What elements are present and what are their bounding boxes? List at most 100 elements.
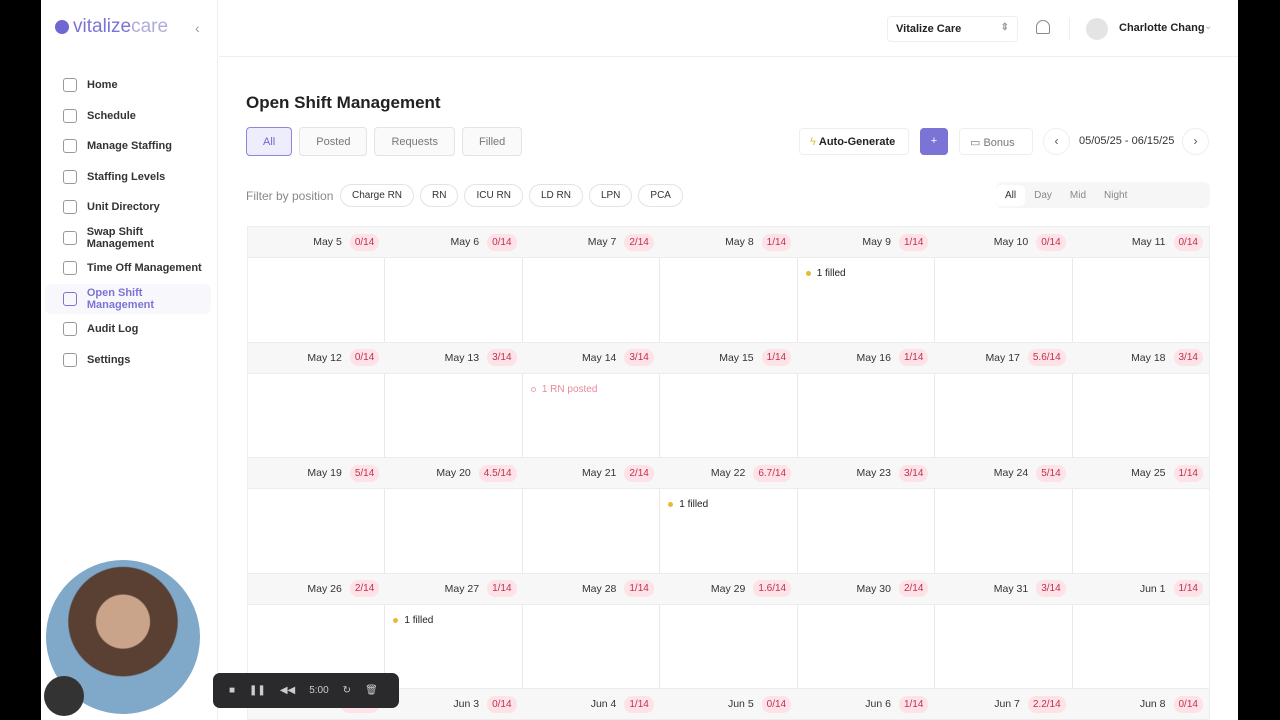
day-cell[interactable]: 1 filled (385, 604, 523, 688)
day-cell[interactable] (798, 373, 936, 457)
week-row: May 26 2/14 May 27 1/14 May 28 1/14 May 29 1.6/… (247, 572, 1210, 689)
day-cell[interactable] (935, 258, 1073, 342)
sidebar-item-open-shift-management[interactable]: Open Shift Management (45, 283, 211, 314)
add-shift-button[interactable]: + (920, 128, 948, 155)
day-cell[interactable]: 1 filled (660, 489, 798, 573)
day-date: Jun 4 (590, 698, 617, 710)
position-chip-icu-rn[interactable]: ICU RN (464, 184, 523, 207)
day-cell[interactable] (248, 258, 386, 342)
day-date: Jun 6 (865, 698, 891, 710)
sidebar-item-settings[interactable]: Settings (45, 345, 211, 376)
coverage-badge: 0/14 (1173, 233, 1203, 251)
day-cell[interactable] (660, 373, 798, 457)
stop-icon[interactable]: ■ (229, 685, 236, 696)
position-chip-ld-rn[interactable]: LD RN (528, 184, 583, 207)
tab-all[interactable]: All (246, 127, 293, 156)
day-cell[interactable] (1073, 374, 1209, 458)
shift-day[interactable]: Day (1034, 189, 1052, 201)
prev-range-button[interactable]: ‹ (1043, 128, 1070, 155)
day-cell[interactable] (385, 258, 523, 342)
tab-filled[interactable]: Filled (461, 127, 523, 156)
day-cell[interactable]: 1 filled (798, 258, 936, 342)
day-header: May 9 1/14 (797, 227, 934, 257)
sidebar-item-manage-staffing[interactable]: Manage Staffing (45, 131, 211, 162)
day-cell[interactable] (1073, 605, 1209, 689)
home-icon (63, 78, 77, 93)
day-date: May 20 (436, 467, 471, 479)
shift-event[interactable]: 1 RN posted (530, 384, 651, 395)
organization-name: Vitalize Care (896, 23, 962, 35)
restart-icon[interactable]: ↻ (342, 685, 352, 696)
day-cell[interactable] (523, 258, 661, 342)
bell-icon[interactable] (1036, 20, 1050, 34)
filled-dot-icon (805, 271, 811, 276)
coverage-badge: 1.6/14 (753, 580, 792, 597)
day-cell[interactable] (523, 604, 661, 688)
day-cell[interactable] (248, 489, 386, 573)
coverage-badge: 1/14 (624, 580, 654, 597)
chevron-down-icon[interactable]: ⌄ (1204, 21, 1213, 32)
shift-all[interactable]: All (996, 184, 1026, 206)
day-cell[interactable] (1073, 489, 1209, 573)
day-cell[interactable] (385, 489, 523, 573)
event-label: 1 filled (816, 268, 846, 279)
day-cell[interactable] (935, 489, 1073, 573)
day-cell[interactable] (798, 604, 936, 688)
sidebar-item-time-off-management[interactable]: Time Off Management (45, 253, 211, 284)
organization-select[interactable]: Vitalize Care ⇕ (887, 16, 1018, 42)
shift-event[interactable]: 1 filled (805, 268, 926, 279)
day-cell[interactable] (798, 489, 936, 573)
coverage-badge: 1/14 (761, 233, 792, 251)
user-menu[interactable]: Charlotte Chang (1119, 22, 1205, 34)
coverage-badge: 6.7/14 (753, 464, 792, 482)
coverage-badge: 0/14 (487, 695, 517, 713)
position-chip-rn[interactable]: RN (420, 184, 459, 207)
day-cell[interactable] (660, 604, 798, 688)
position-chip-charge-rn[interactable]: Charge RN (340, 184, 415, 207)
sidebar-item-swap-shift-management[interactable]: Swap Shift Management (45, 223, 211, 254)
day-cell[interactable] (660, 258, 798, 342)
shift-night[interactable]: Night (1104, 189, 1128, 201)
bonus-button[interactable]: ▭ Bonus (959, 128, 1033, 155)
next-range-button[interactable]: › (1182, 128, 1209, 155)
pause-icon[interactable]: ❚❚ (249, 685, 266, 696)
day-header: May 14 3/14 (523, 343, 660, 373)
day-cell[interactable] (1073, 258, 1209, 342)
user-circle-icon (63, 200, 77, 215)
rewind-icon[interactable]: ◀◀ (279, 685, 296, 696)
auto-generate-button[interactable]: ϟ Auto-Generate (799, 128, 909, 155)
sidebar-item-schedule[interactable]: Schedule (45, 101, 211, 132)
sidebar-item-staffing-levels[interactable]: Staffing Levels (45, 162, 211, 193)
coverage-badge: 2/14 (624, 464, 654, 482)
sidebar-item-home[interactable]: Home (45, 70, 211, 101)
day-cell[interactable] (935, 373, 1073, 457)
sidebar-item-audit-log[interactable]: Audit Log (45, 314, 211, 345)
day-cell[interactable] (935, 604, 1073, 688)
day-date: Jun 1 (1139, 582, 1166, 595)
position-chip-pca[interactable]: PCA (638, 184, 683, 207)
shift-event[interactable]: 1 filled (668, 499, 788, 510)
day-cell[interactable] (523, 489, 661, 573)
calendar-icon (63, 108, 77, 123)
position-chip-lpn[interactable]: LPN (588, 184, 633, 207)
tab-requests[interactable]: Requests (374, 127, 455, 156)
trash-icon[interactable]: 🗑 (365, 685, 378, 696)
coverage-badge: 4.5/14 (478, 464, 517, 482)
tab-posted[interactable]: Posted (299, 127, 368, 156)
day-header: May 27 1/14 (385, 574, 522, 604)
coverage-badge: 2/14 (624, 233, 654, 251)
day-date: May 18 (1131, 351, 1166, 364)
collapse-sidebar-button[interactable]: ‹ (195, 20, 200, 36)
day-cell[interactable] (385, 373, 523, 457)
day-cell[interactable]: 1 RN posted (523, 373, 661, 457)
sidebar-item-unit-directory[interactable]: Unit Directory (45, 192, 211, 223)
shift-event[interactable]: 1 filled (393, 615, 513, 626)
logo-icon (55, 20, 69, 34)
event-label: 1 filled (679, 499, 709, 510)
filled-dot-icon (393, 617, 399, 623)
day-cell[interactable] (248, 373, 386, 457)
shift-mid[interactable]: Mid (1069, 189, 1087, 201)
day-cell[interactable] (248, 604, 386, 688)
camera-toggle-button[interactable] (44, 676, 84, 716)
avatar[interactable] (1086, 18, 1108, 40)
